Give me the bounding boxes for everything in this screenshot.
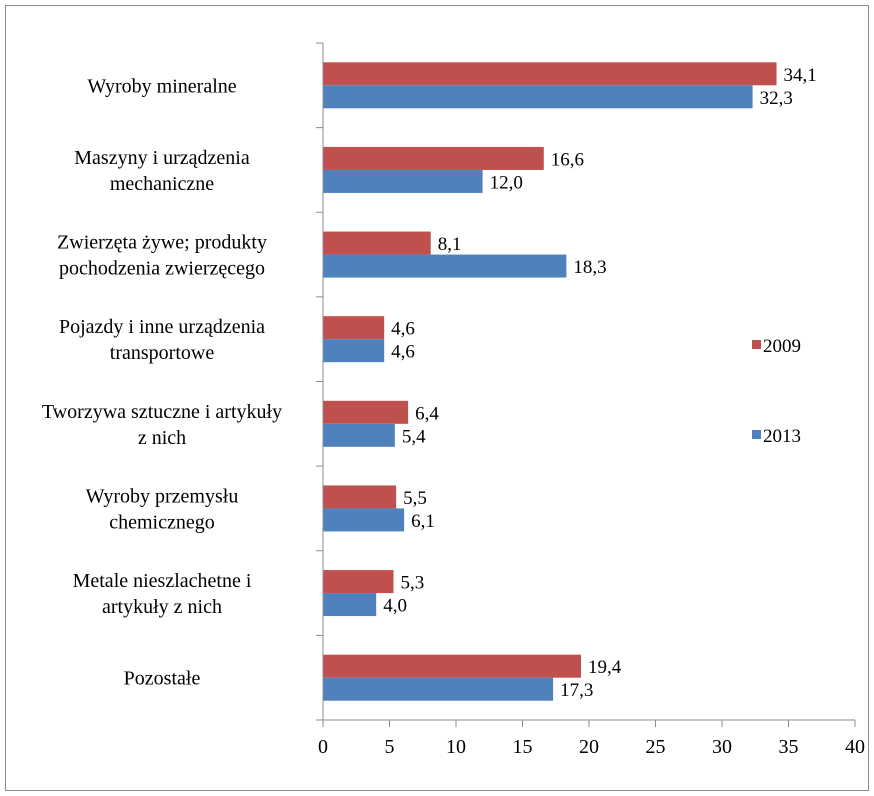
value-label-2009-2: 16,6 (551, 149, 584, 170)
category-label-2-line-1: Maszyny i urządzenia (74, 147, 250, 169)
category-label-7-line-1: Metale nieszlachetne i (73, 570, 252, 592)
axes-group: 0 5 10 15 20 25 30 35 40 (316, 42, 865, 758)
bar-2013-5 (323, 423, 395, 447)
bar-2009-5 (323, 400, 409, 424)
bar-2009-2 (323, 146, 544, 170)
category-label-4-line-2: transportowe (110, 342, 215, 364)
legend-swatch-2013 (752, 430, 761, 439)
value-label-2009-3: 8,1 (438, 234, 462, 255)
legend-label-2013: 2013 (763, 426, 801, 447)
x-tick-label-30: 30 (712, 736, 732, 758)
bar-2013-4 (323, 339, 385, 363)
category-label-6-line-1: Wyroby przemysłu (86, 485, 239, 507)
value-label-2009-6: 5,5 (403, 488, 427, 509)
value-label-2009-8: 19,4 (588, 657, 622, 678)
value-label-2013-6: 6,1 (411, 511, 435, 532)
value-label-2009-7: 5,3 (400, 573, 424, 594)
value-label-2013-1: 32,3 (760, 88, 793, 109)
x-tick-label-5: 5 (385, 736, 395, 758)
bar-2013-1 (323, 85, 753, 109)
bar-2013-3 (323, 254, 567, 278)
category-label-3-line-2: pochodzenia zwierzęcego (59, 258, 265, 280)
bars-group (323, 62, 777, 701)
category-label-4-line-1: Pojazdy i inne urządzenia (59, 316, 265, 338)
category-label-5-line-2: z nich (138, 427, 186, 449)
legend: 2009 2013 (752, 336, 801, 447)
category-label-8-line-1: Pozostałe (124, 668, 201, 690)
bar-2009-1 (323, 62, 777, 86)
value-label-2013-4: 4,6 (391, 342, 415, 363)
category-label-7-line-2: artykuły z nich (102, 596, 222, 618)
x-tick-label-40: 40 (845, 736, 865, 758)
category-label-5-line-1: Tworzywa sztuczne i artykuły (42, 401, 282, 423)
value-label-2013-5: 5,4 (402, 426, 426, 447)
value-label-2009-4: 4,6 (391, 319, 415, 340)
category-label-2-line-2: mechaniczne (110, 173, 214, 195)
bar-2009-3 (323, 231, 431, 255)
legend-label-2009: 2009 (763, 336, 801, 357)
x-tick-label-15: 15 (513, 736, 533, 758)
category-label-1-line-1: Wyroby mineralne (87, 75, 236, 97)
value-labels-group: 34,132,3 16,6 12,0 8,1 18,3 4,64,6 6,45,4 5,56,… (383, 65, 817, 701)
x-tick-label-25: 25 (646, 736, 666, 758)
bar-2009-7 (323, 570, 394, 594)
x-tick-label-0: 0 (318, 736, 328, 758)
x-tick-label-35: 35 (779, 736, 799, 758)
value-label-2013-3: 18,3 (573, 257, 606, 278)
bar-2013-7 (323, 593, 377, 617)
bar-2009-4 (323, 316, 385, 340)
legend-swatch-2009 (752, 340, 761, 349)
bar-2009-6 (323, 485, 397, 509)
bar-2013-6 (323, 508, 405, 532)
bar-2013-2 (323, 169, 483, 193)
value-label-2013-2: 12,0 (490, 172, 523, 193)
value-label-2009-1: 34,1 (784, 65, 817, 86)
category-label-6-line-2: chemicznego (109, 511, 215, 533)
category-labels-group: Wyroby mineralne Maszyny i urządzenia mech… (42, 75, 282, 689)
category-label-3-line-1: Zwierzęta żywe; produkty (57, 232, 267, 254)
bar-2009-8 (323, 654, 582, 678)
x-tick-label-20: 20 (579, 736, 599, 758)
x-tick-label-10: 10 (446, 736, 466, 758)
value-label-2009-5: 6,4 (415, 403, 439, 424)
bar-2013-8 (323, 677, 554, 701)
value-label-2013-8: 17,3 (560, 680, 593, 701)
value-label-2013-7: 4,0 (383, 596, 407, 617)
